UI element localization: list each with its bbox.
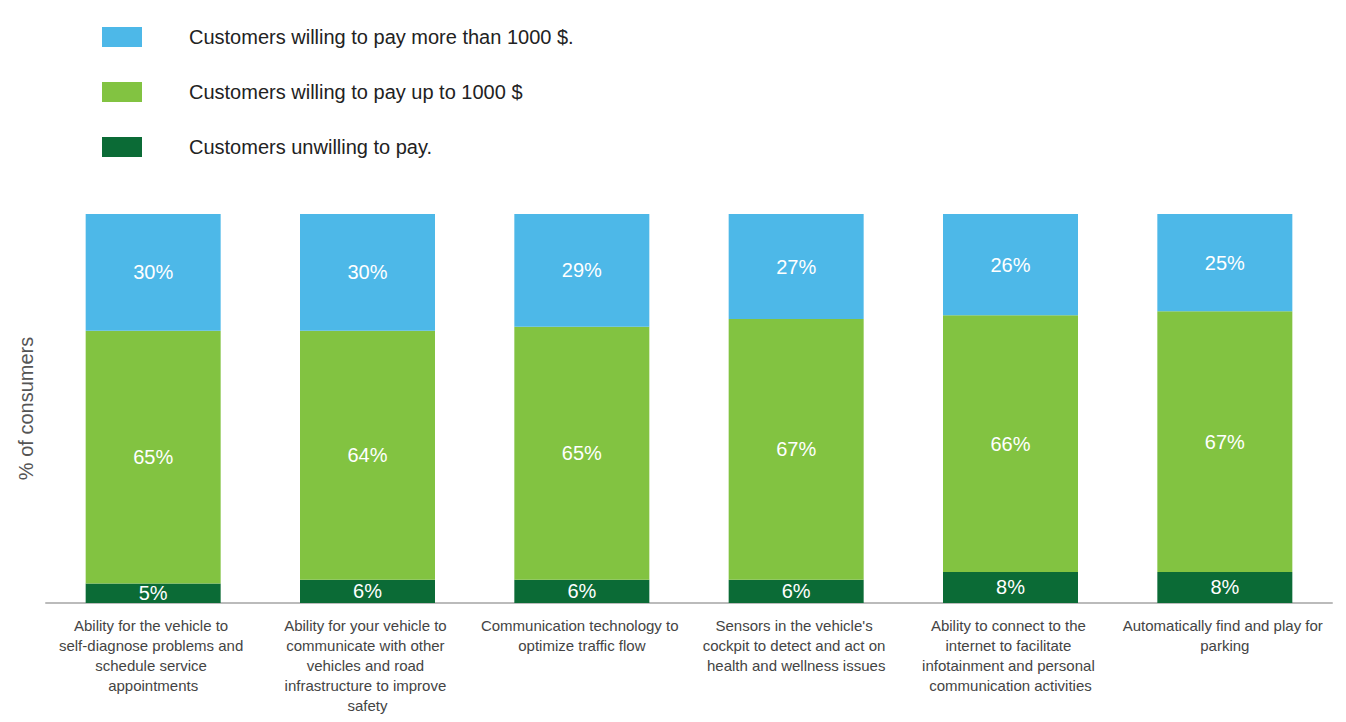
- svg-text:health and wellness issues: health and wellness issues: [707, 657, 885, 674]
- svg-text:25%: 25%: [1205, 252, 1245, 274]
- svg-text:65%: 65%: [133, 446, 173, 468]
- svg-text:infotainment and personal: infotainment and personal: [922, 657, 1099, 674]
- svg-text:30%: 30%: [347, 261, 387, 283]
- svg-text:optimize traffic flow: optimize traffic flow: [518, 637, 645, 654]
- svg-text:Ability for the vehicle to: Ability for the vehicle to: [74, 617, 232, 634]
- svg-text:6%: 6%: [782, 580, 811, 602]
- svg-text:% of consumers: % of consumers: [15, 337, 37, 480]
- svg-text:schedule service: schedule service: [95, 657, 211, 674]
- svg-text:cockpit to detect and act on: cockpit to detect and act on: [703, 637, 890, 654]
- svg-text:infrastructure to improve: infrastructure to improve: [285, 677, 451, 694]
- svg-text:6%: 6%: [353, 580, 382, 602]
- svg-text:safety: safety: [347, 697, 388, 714]
- svg-text:26%: 26%: [990, 254, 1030, 276]
- svg-text:8%: 8%: [1210, 576, 1239, 598]
- svg-text:communicate with other: communicate with other: [286, 637, 449, 654]
- svg-text:Ability to connect to the: Ability to connect to the: [931, 617, 1090, 634]
- svg-text:Ability for your vehicle to: Ability for your vehicle to: [284, 617, 451, 634]
- svg-text:Customers willing to pay up to: Customers willing to pay up to 1000 $: [189, 81, 523, 103]
- svg-text:parking: parking: [1200, 637, 1249, 654]
- svg-text:vehicles and road: vehicles and road: [307, 657, 429, 674]
- svg-text:Customers unwilling to pay.: Customers unwilling to pay.: [189, 136, 432, 158]
- svg-text:6%: 6%: [567, 580, 596, 602]
- svg-text:67%: 67%: [1205, 431, 1245, 453]
- svg-text:Communication technology to: Communication technology to: [481, 617, 683, 634]
- svg-text:30%: 30%: [133, 261, 173, 283]
- svg-text:67%: 67%: [776, 438, 816, 460]
- svg-text:64%: 64%: [347, 444, 387, 466]
- svg-text:appointments: appointments: [108, 677, 198, 694]
- svg-text:self-diagnose problems and: self-diagnose problems and: [59, 637, 247, 654]
- svg-text:Customers willing to pay more: Customers willing to pay more than 1000 …: [189, 26, 574, 48]
- svg-text:internet to facilitate: internet to facilitate: [945, 637, 1075, 654]
- svg-text:66%: 66%: [990, 433, 1030, 455]
- svg-text:65%: 65%: [562, 442, 602, 464]
- svg-text:5%: 5%: [139, 582, 168, 604]
- svg-text:communication activities: communication activities: [929, 677, 1092, 694]
- svg-text:Sensors in the vehicle's: Sensors in the vehicle's: [716, 617, 877, 634]
- svg-text:29%: 29%: [562, 259, 602, 281]
- svg-text:Automatically find and play fo: Automatically find and play for: [1123, 617, 1327, 634]
- svg-text:8%: 8%: [996, 576, 1025, 598]
- svg-text:27%: 27%: [776, 256, 816, 278]
